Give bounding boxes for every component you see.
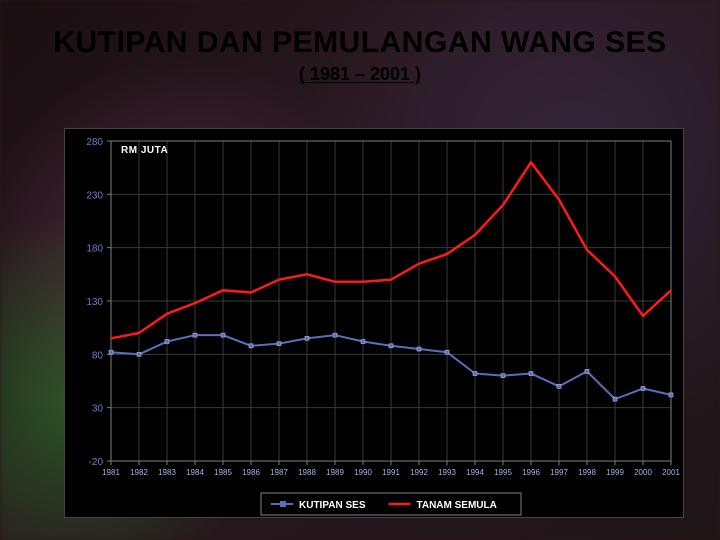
x-tick-label: 1983 (158, 468, 176, 477)
x-tick-label: 1991 (382, 468, 400, 477)
x-tick-label: 1981 (102, 468, 120, 477)
x-tick-label: 1998 (578, 468, 596, 477)
series-marker (529, 372, 533, 376)
series-marker (165, 340, 169, 344)
y-axis-label: RM JUTA (121, 145, 168, 156)
series-marker (641, 386, 645, 390)
x-tick-label: 1990 (354, 468, 372, 477)
x-tick-label: 1988 (298, 468, 316, 477)
line-chart: -20 30 80 130 180 230 280 1981 1982 1983 1984 1985 1… (65, 129, 685, 519)
series-marker (109, 350, 113, 354)
slide-subtitle: ( 1981 – 2001 ) (0, 65, 720, 85)
series-marker (333, 333, 337, 337)
legend-label: TANAM SEMULA (417, 500, 497, 511)
series-marker (613, 397, 617, 401)
y-tick-label: -20 (89, 457, 104, 468)
x-tick-label: 1987 (270, 468, 288, 477)
legend-label: KUTIPAN SES (299, 500, 366, 511)
y-tick-label: 180 (86, 244, 103, 255)
x-tick-label: 1989 (326, 468, 344, 477)
y-tick-label: 80 (92, 350, 104, 361)
series-marker (305, 336, 309, 340)
x-tick-label: 1996 (522, 468, 540, 477)
y-tick-label: 30 (92, 404, 104, 415)
x-tick-label: 2000 (634, 468, 652, 477)
series-marker (501, 374, 505, 378)
slide-title: KUTIPAN DAN PEMULANGAN WANG SES (0, 26, 720, 59)
series-marker (417, 347, 421, 351)
series-marker (221, 333, 225, 337)
series-marker (389, 344, 393, 348)
y-tick-label: 130 (86, 297, 103, 308)
x-tick-label: 1995 (494, 468, 512, 477)
series-marker (277, 342, 281, 346)
series-marker (193, 333, 197, 337)
series-marker (445, 350, 449, 354)
x-tick-label: 1984 (186, 468, 204, 477)
series-marker (473, 372, 477, 376)
x-tick-label: 1994 (466, 468, 484, 477)
slide-title-block: KUTIPAN DAN PEMULANGAN WANG SES ( 1981 –… (0, 0, 720, 85)
y-tick-label: 230 (86, 190, 103, 201)
slide: KUTIPAN DAN PEMULANGAN WANG SES ( 1981 –… (0, 0, 720, 540)
x-tick-label: 1985 (214, 468, 232, 477)
x-tick-label: 2001 (662, 468, 680, 477)
series-marker (361, 340, 365, 344)
x-tick-label: 1999 (606, 468, 624, 477)
series-marker (557, 384, 561, 388)
x-tick-label: 1997 (550, 468, 568, 477)
x-tick-label: 1982 (130, 468, 148, 477)
y-tick-label: 280 (86, 137, 103, 148)
x-tick-label: 1993 (438, 468, 456, 477)
x-tick-label: 1986 (242, 468, 260, 477)
series-marker (249, 344, 253, 348)
series-marker (669, 393, 673, 397)
series-marker (585, 369, 589, 373)
series-marker (137, 352, 141, 356)
x-tick-label: 1992 (410, 468, 428, 477)
chart-container: RM JUTA -20 30 80 130 180 230 280 1981 1982 1983 1… (64, 128, 684, 518)
